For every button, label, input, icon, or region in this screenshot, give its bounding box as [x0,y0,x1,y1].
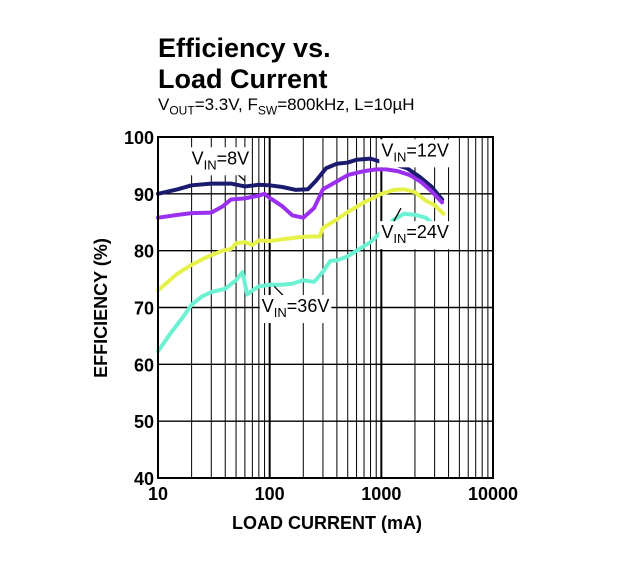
series-label-sub: IN [274,305,287,320]
label-bg-vin8 [189,147,252,176]
series-label-rest: =24V [406,222,449,242]
subtitle-vout-main: V [158,95,170,114]
y-tick-label: 50 [134,412,154,432]
series-label-vin12: VIN=12V [381,140,449,164]
y-tick-label: 100 [124,128,154,148]
x-tick-label: 10000 [468,484,518,504]
y-tick-label: 70 [134,299,154,319]
y-axis-label: EFFICIENCY (%) [91,238,111,378]
series-label-vin24: VIN=24V [381,222,449,246]
series-label-sub: IN [204,157,217,172]
plot-frame [157,136,494,479]
tick-labels: 40 50 60 70 80 90 100 10 100 1000 10000 [124,128,518,504]
series-label-sub: IN [393,149,406,164]
series-label-main: V [192,148,204,168]
subtitle-fsw-rest: =800kHz, L=10µH [277,95,415,114]
series-label-sub: IN [393,231,406,246]
y-tick-label: 60 [134,355,154,375]
x-tick-label: 100 [255,484,285,504]
x-tick-label: 1000 [361,484,401,504]
x-tick-label: 10 [148,484,168,504]
series-label-main: V [381,140,393,160]
subtitle-vout-rest: =3.3V, F [194,95,258,114]
series-line-vin12 [156,167,445,220]
subtitle-vout-sub: OUT [169,103,195,118]
series-label-vin8: VIN=8V [192,148,250,172]
series-label-rest: =36V [287,296,330,316]
series-label-rest: =12V [406,140,449,160]
series-label-vin36: VIN=36V [262,296,330,320]
subtitle-fsw-sub: SW [257,103,278,118]
label-bg-vin24 [379,221,451,250]
y-tick-label: 40 [134,469,154,489]
x-axis-label: LOAD CURRENT (mA) [232,513,422,533]
y-tick-label: 90 [134,185,154,205]
chart-title-line-1: Efficiency vs. [158,33,331,63]
chart-subtitle: VOUT=3.3V, FSW=800kHz, L=10µH [158,95,415,117]
series-line-vin24 [156,187,446,293]
series-label-main: V [262,296,274,316]
series-label-rest: =8V [217,148,250,168]
chart-title-line-2: Load Current [158,64,328,94]
series-label-main: V [381,222,393,242]
label-bg-vin36 [259,295,332,324]
label-bg-vin12 [379,139,451,168]
y-tick-label: 80 [134,242,154,262]
